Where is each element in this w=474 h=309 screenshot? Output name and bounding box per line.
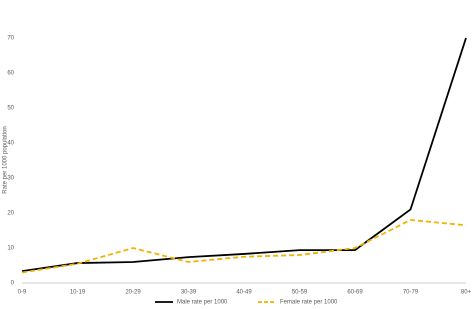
legend-label: Male rate per 1000 — [177, 300, 228, 306]
x-tick-label: 50-59 — [292, 290, 308, 296]
y-tick-label: 40 — [7, 141, 14, 147]
y-tick-label: 70 — [7, 36, 14, 42]
x-tick-label: 60-69 — [347, 290, 363, 296]
x-tick-label: 0-9 — [18, 290, 27, 296]
line — [21, 219, 467, 274]
y-tick-label: 10 — [7, 246, 14, 252]
y-tick-label: 50 — [7, 106, 14, 112]
line — [21, 37, 467, 272]
x-tick-label: 20-29 — [125, 290, 141, 296]
x-tick-label: 40-49 — [236, 290, 252, 296]
x-tick-label: 10-19 — [70, 290, 86, 296]
x-tick-label: 30-39 — [181, 290, 197, 296]
y-tick-label: 0 — [11, 281, 15, 287]
y-tick-label: 20 — [7, 211, 14, 217]
x-tick-label: 70-79 — [403, 290, 419, 296]
x-tick-label: 80+ — [461, 290, 472, 296]
y-tick-label: 30 — [7, 176, 14, 182]
y-tick-label: 60 — [7, 71, 14, 77]
legend-label: Female rate per 1000 — [280, 300, 338, 306]
y-axis-label: Rate per 1000 population — [3, 126, 9, 193]
